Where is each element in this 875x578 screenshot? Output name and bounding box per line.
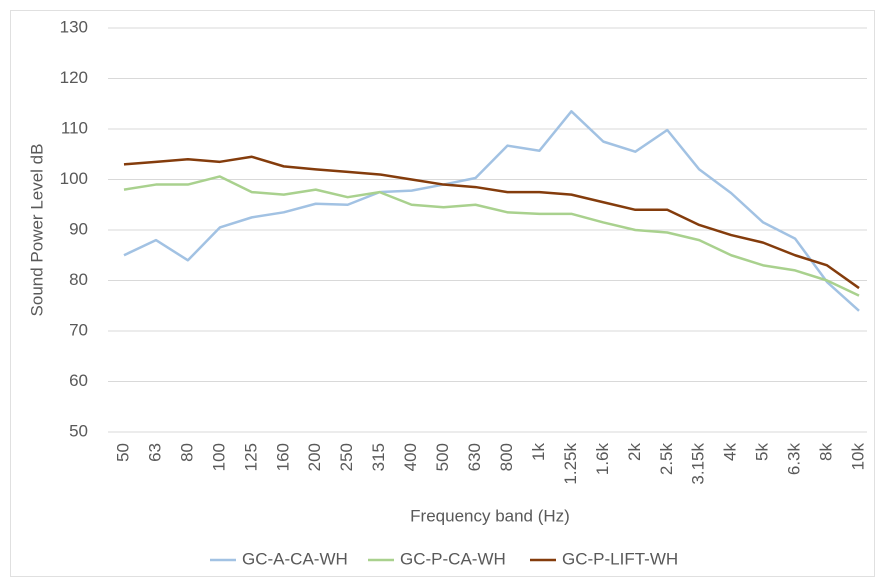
series-line: [123, 175, 860, 297]
x-tick-label: 10k: [849, 443, 868, 471]
y-tick-label: 120: [60, 68, 88, 87]
legend-label: GC-P-CA-WH: [400, 549, 506, 568]
x-tick-label: 500: [433, 443, 452, 471]
x-tick-label: 250: [337, 443, 356, 471]
x-tick-label: 80: [177, 443, 196, 462]
x-tick-label: 6.3k: [785, 443, 804, 476]
series-line: [123, 155, 860, 290]
x-tick-label: 1k: [529, 443, 548, 461]
y-tick-label: 50: [69, 421, 88, 440]
x-tick-label: 630: [465, 443, 484, 471]
x-tick-label: 3.15k: [689, 443, 708, 485]
y-tick-label: 130: [60, 17, 88, 36]
x-tick-label: 1.25k: [561, 443, 580, 485]
series-line: [123, 110, 860, 312]
x-tick-label: 800: [497, 443, 516, 471]
y-tick-label: 60: [69, 371, 88, 390]
x-tick-label: 63: [145, 443, 164, 462]
y-tick-label: 100: [60, 169, 88, 188]
x-tick-label: 160: [273, 443, 292, 471]
x-tick-label: 50: [113, 443, 132, 462]
x-tick-label: 5k: [753, 443, 772, 461]
x-axis-title: Frequency band (Hz): [410, 506, 570, 525]
x-tick-label: 2.5k: [657, 443, 676, 476]
x-tick-label: 1.6k: [593, 443, 612, 476]
x-tick-label: 315: [369, 443, 388, 471]
y-tick-label: 110: [61, 118, 88, 137]
y-tick-label: 90: [69, 219, 88, 238]
x-tick-label: 200: [305, 443, 324, 471]
legend-label: GC-A-CA-WH: [242, 549, 348, 568]
x-tick-label: 100: [209, 443, 228, 471]
x-tick-label: 4k: [721, 443, 740, 461]
y-tick-label: 70: [69, 320, 88, 339]
x-tick-label: 2k: [625, 443, 644, 461]
x-tick-label: 400: [401, 443, 420, 471]
y-axis-title: Sound Power Level dB: [27, 144, 46, 317]
x-tick-label: 8k: [817, 443, 836, 461]
legend-label: GC-P-LIFT-WH: [562, 549, 678, 568]
chart-border: [10, 10, 875, 577]
y-tick-label: 80: [69, 270, 88, 289]
x-tick-label: 125: [241, 443, 260, 471]
